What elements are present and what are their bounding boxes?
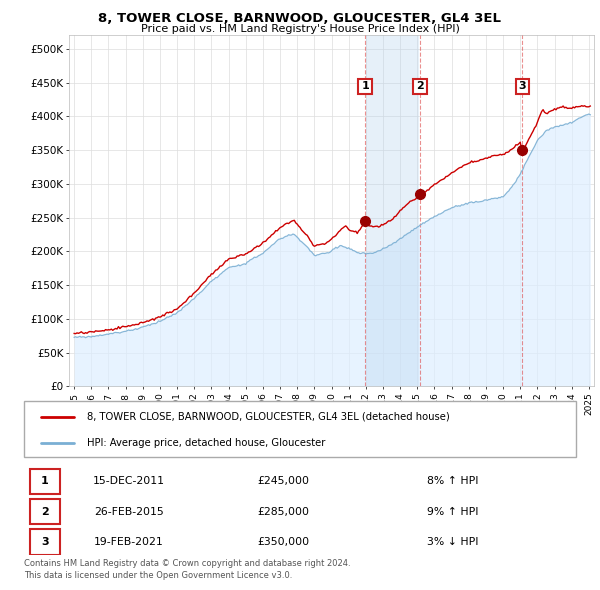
Text: 1: 1 xyxy=(41,477,49,486)
Text: Price paid vs. HM Land Registry's House Price Index (HPI): Price paid vs. HM Land Registry's House … xyxy=(140,24,460,34)
Bar xyxy=(29,529,60,555)
Text: 8% ↑ HPI: 8% ↑ HPI xyxy=(427,477,478,486)
Text: £285,000: £285,000 xyxy=(257,507,310,517)
Text: 9% ↑ HPI: 9% ↑ HPI xyxy=(427,507,478,517)
Text: 3: 3 xyxy=(41,537,49,547)
Text: 8, TOWER CLOSE, BARNWOOD, GLOUCESTER, GL4 3EL (detached house): 8, TOWER CLOSE, BARNWOOD, GLOUCESTER, GL… xyxy=(88,412,450,422)
Text: 3: 3 xyxy=(518,81,526,91)
Text: 2: 2 xyxy=(41,507,49,517)
Text: £350,000: £350,000 xyxy=(257,537,310,547)
Text: 3% ↓ HPI: 3% ↓ HPI xyxy=(427,537,478,547)
Text: Contains HM Land Registry data © Crown copyright and database right 2024.: Contains HM Land Registry data © Crown c… xyxy=(24,559,350,568)
Text: 2: 2 xyxy=(416,81,424,91)
Text: 26-FEB-2015: 26-FEB-2015 xyxy=(94,507,164,517)
Text: 15-DEC-2011: 15-DEC-2011 xyxy=(93,477,165,486)
Text: This data is licensed under the Open Government Licence v3.0.: This data is licensed under the Open Gov… xyxy=(24,571,292,579)
Text: 8, TOWER CLOSE, BARNWOOD, GLOUCESTER, GL4 3EL: 8, TOWER CLOSE, BARNWOOD, GLOUCESTER, GL… xyxy=(98,12,502,25)
Text: 1: 1 xyxy=(361,81,369,91)
Text: £245,000: £245,000 xyxy=(257,477,310,486)
Text: HPI: Average price, detached house, Gloucester: HPI: Average price, detached house, Glou… xyxy=(88,438,326,448)
Text: 19-FEB-2021: 19-FEB-2021 xyxy=(94,537,164,547)
Bar xyxy=(29,468,60,494)
Bar xyxy=(29,499,60,525)
